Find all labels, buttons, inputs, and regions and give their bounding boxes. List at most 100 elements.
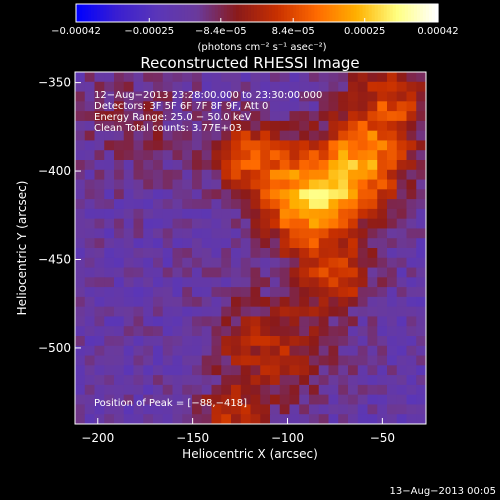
heatmap-cell [348, 326, 359, 337]
heatmap-cell [211, 160, 222, 171]
heatmap-cell [318, 91, 329, 102]
heatmap-cell [211, 394, 222, 405]
heatmap-cell [201, 91, 212, 102]
heatmap-cell [406, 150, 417, 161]
heatmap-cell [211, 91, 222, 102]
heatmap-cell [104, 130, 115, 141]
heatmap-cell [318, 414, 329, 425]
colorbar-segment [148, 4, 153, 22]
heatmap-cell [328, 91, 339, 102]
colorbar-segment [428, 4, 433, 22]
heatmap-cell [221, 355, 232, 366]
heatmap-cell [367, 189, 378, 200]
heatmap-cell [201, 218, 212, 229]
heatmap-cell [270, 394, 281, 405]
heatmap-cell [289, 111, 300, 122]
heatmap-cell [377, 277, 388, 288]
heatmap-cell [416, 179, 427, 190]
heatmap-cell [94, 72, 105, 83]
heatmap-cell [348, 91, 359, 102]
heatmap-cell [211, 404, 222, 415]
heatmap-cell [348, 199, 359, 210]
heatmap-cell [153, 140, 164, 151]
heatmap-cell [162, 394, 173, 405]
heatmap-cell [348, 218, 359, 229]
heatmap-cell [348, 248, 359, 259]
colorbar-segment [308, 4, 312, 22]
colorbar-segment [247, 4, 252, 22]
heatmap-cell [279, 169, 290, 181]
heatmap-cell [123, 345, 134, 357]
heatmap-cell [289, 326, 300, 337]
heatmap-cell [357, 277, 368, 288]
colorbar-segment [136, 4, 140, 22]
heatmap-cell [299, 287, 310, 298]
heatmap-cell [192, 130, 203, 141]
heatmap-cell [104, 238, 115, 249]
heatmap-cell [279, 208, 290, 220]
heatmap-cell [279, 72, 290, 83]
heatmap-cell [348, 306, 359, 317]
heatmap-cell [387, 287, 398, 298]
heatmap-cell [328, 375, 339, 386]
heatmap-cell [153, 296, 164, 308]
heatmap-cell [250, 130, 261, 141]
colorbar-segment [163, 4, 168, 22]
heatmap-cell [387, 316, 398, 327]
heatmap-cell [104, 375, 115, 386]
heatmap-cell [211, 72, 222, 83]
colorbar-segment [434, 4, 439, 22]
heatmap-cell [328, 257, 339, 269]
heatmap-cell [309, 101, 320, 112]
heatmap-cell [318, 277, 329, 288]
heatmap-cell [357, 345, 368, 357]
heatmap-cell [328, 384, 339, 396]
heatmap-cell [240, 72, 251, 83]
heatmap-cell [221, 199, 232, 210]
heatmap-cell [387, 72, 398, 83]
heatmap-cell [240, 345, 251, 357]
heatmap-cell [94, 150, 105, 161]
heatmap-cell [75, 345, 86, 357]
heatmap-cell [387, 160, 398, 171]
heatmap-cell [328, 316, 339, 327]
heatmap-cell [143, 81, 154, 93]
heatmap-cell [396, 189, 407, 200]
heatmap-cell [367, 414, 378, 425]
heatmap-cell [182, 81, 193, 93]
heatmap-cell [201, 336, 212, 347]
heatmap-cell [114, 72, 125, 83]
heatmap-cell [250, 218, 261, 229]
heatmap-cell [162, 238, 173, 249]
heatmap-cell [309, 120, 320, 132]
heatmap-cell [250, 404, 261, 415]
heatmap-cell [143, 208, 154, 220]
heatmap-cell [201, 140, 212, 151]
heatmap-cell [279, 267, 290, 278]
heatmap-cell [270, 169, 281, 181]
heatmap-cell [143, 179, 154, 190]
heatmap-cell [94, 160, 105, 171]
heatmap-cell [387, 218, 398, 229]
heatmap-cell [416, 169, 427, 181]
heatmap-cell [84, 169, 95, 181]
heatmap-cell [396, 169, 407, 181]
heatmap-cell [328, 326, 339, 337]
heatmap-cell [143, 120, 154, 132]
heatmap-cell [250, 248, 261, 259]
heatmap-cell [94, 91, 105, 102]
heatmap-cell [299, 179, 310, 190]
heatmap-cell [348, 355, 359, 366]
heatmap-cell [114, 199, 125, 210]
heatmap-cell [328, 267, 339, 278]
heatmap-cell [260, 208, 271, 220]
heatmap-cell [377, 91, 388, 102]
heatmap-cell [279, 91, 290, 102]
colorbar-segment [392, 4, 397, 22]
heatmap-cell [299, 81, 310, 93]
heatmap-cell [387, 169, 398, 181]
heatmap-cell [309, 81, 320, 93]
heatmap-cell [348, 169, 359, 181]
heatmap-cell [153, 384, 164, 396]
heatmap-cell [396, 287, 407, 298]
